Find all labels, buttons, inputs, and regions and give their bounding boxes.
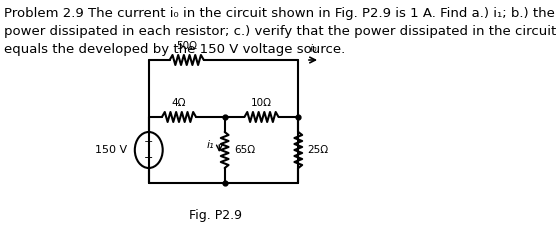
Text: 65Ω: 65Ω [234,145,255,155]
Text: Problem 2.9 The current i₀ in the circuit shown in Fig. P2.9 is 1 A. Find a.) i₁: Problem 2.9 The current i₀ in the circui… [4,7,556,56]
Text: 4Ω: 4Ω [172,98,186,108]
Text: +: + [144,137,153,147]
Text: Fig. P2.9: Fig. P2.9 [189,208,242,222]
Text: −: − [144,153,153,163]
Text: i₀: i₀ [309,44,317,54]
Text: 25Ω: 25Ω [307,145,329,155]
Text: 150 V: 150 V [95,145,127,155]
Text: 50Ω: 50Ω [176,41,197,51]
Text: 10Ω: 10Ω [251,98,272,108]
Text: i₁: i₁ [206,140,214,150]
